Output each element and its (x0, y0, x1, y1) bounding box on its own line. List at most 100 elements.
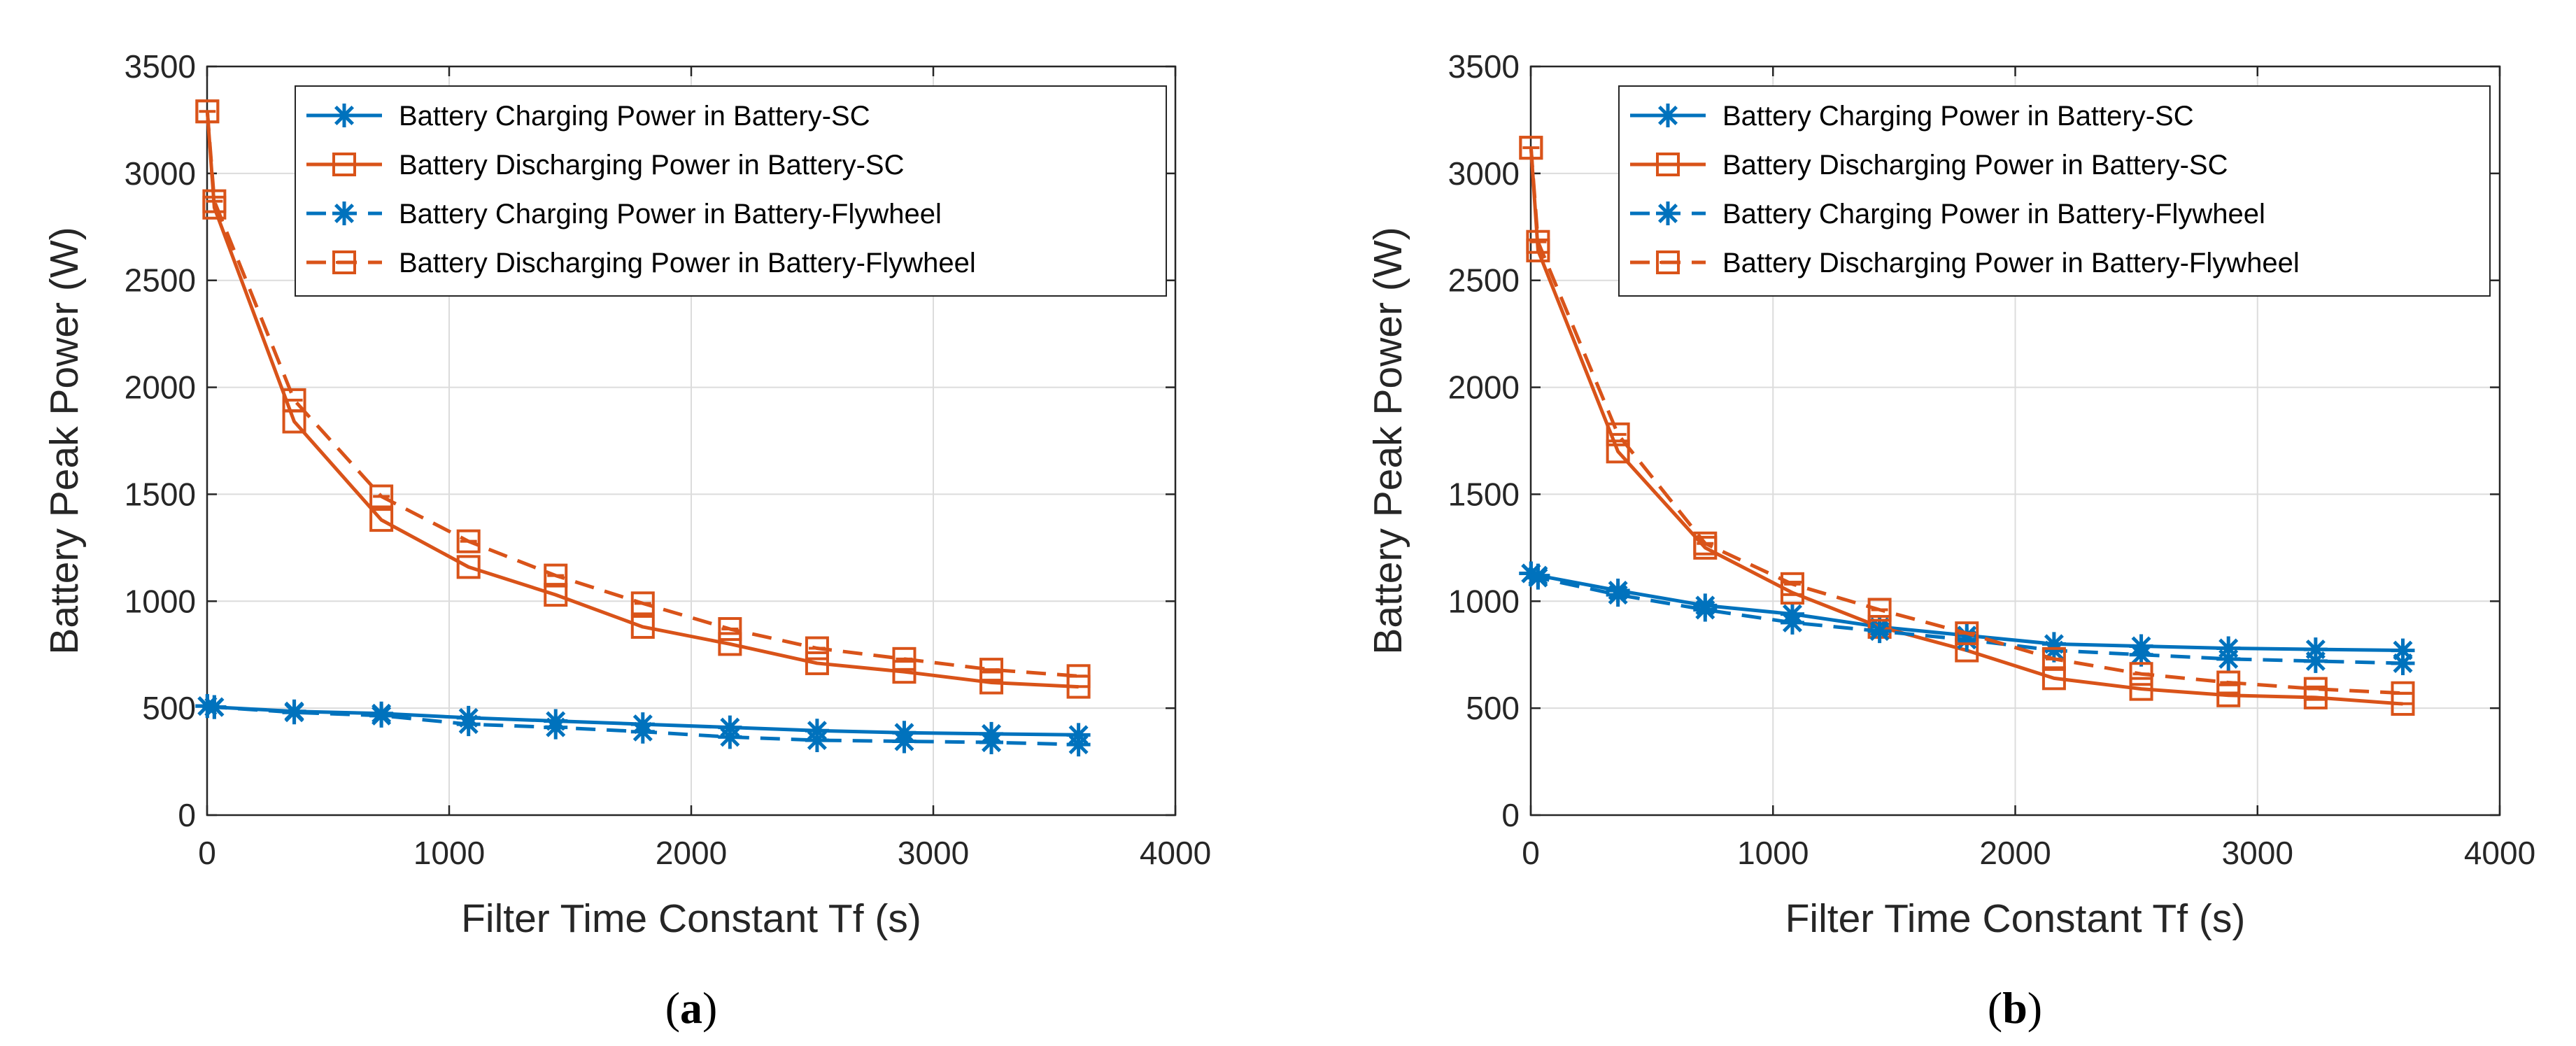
data-point (369, 703, 394, 728)
x-tick-label: 1000 (1737, 835, 1809, 871)
legend-marker (332, 202, 356, 225)
x-tick-label: 3000 (898, 835, 969, 871)
series-line (1529, 147, 2403, 695)
square-marker-box (1066, 664, 1091, 688)
y-tick-label: 1000 (125, 583, 196, 619)
legend-item: Battery Discharging Power in Battery-Fly… (1630, 248, 2300, 278)
square-marker-box (202, 189, 227, 213)
data-point (369, 484, 394, 509)
data-point (892, 729, 917, 754)
caption-paren-close: ) (2027, 983, 2042, 1033)
data-point (1066, 733, 1091, 757)
square-marker-box (332, 153, 356, 176)
data-point (2391, 651, 2415, 675)
x-tick-label: 1000 (413, 835, 485, 871)
x-tick-label: 0 (1522, 835, 1540, 871)
square-marker-box (718, 617, 742, 642)
square-marker-box (1526, 229, 1550, 254)
square-marker-box (892, 660, 917, 684)
data-point (630, 591, 655, 616)
data-point (282, 388, 306, 412)
legend-label: Battery Charging Power in Battery-SC (1722, 101, 2194, 132)
data-point (718, 725, 742, 749)
data-point (979, 730, 1004, 755)
caption-paren-close: ) (702, 983, 717, 1033)
y-tick-label: 0 (178, 797, 196, 833)
series-line (205, 111, 1079, 689)
data-point (718, 617, 742, 642)
data-point (1526, 565, 1550, 590)
square-marker-box (2129, 662, 2153, 686)
data-point (1780, 572, 1804, 596)
data-point (369, 508, 394, 532)
square-marker-box (2303, 677, 2328, 701)
data-point (2129, 677, 2153, 701)
square-marker-box (1519, 136, 1543, 160)
square-marker-box (2216, 670, 2241, 695)
square-marker-box (805, 651, 829, 675)
caption-paren-open: ( (665, 983, 680, 1033)
square-marker-box (456, 555, 481, 579)
legend-label: Battery Charging Power in Battery-Flywhe… (1722, 199, 2265, 229)
data-point (630, 614, 655, 639)
data-point (892, 646, 917, 671)
legend-item: Battery Discharging Power in Battery-Fly… (306, 248, 976, 278)
series-3 (195, 694, 1091, 757)
data-point (805, 636, 829, 660)
data-point (2303, 649, 2328, 673)
y-tick-label: 2500 (125, 262, 196, 299)
square-marker-box (195, 99, 220, 124)
legend-box (1618, 85, 2491, 297)
data-point (1066, 664, 1091, 688)
y-tick-label: 1000 (1448, 583, 1520, 619)
data-point (544, 583, 568, 607)
square-marker-box (1656, 153, 1680, 176)
data-point (2041, 666, 2066, 691)
caption-paren-open: ( (1988, 983, 2002, 1033)
data-point (456, 555, 481, 579)
data-point (2129, 662, 2153, 686)
square-marker-box (369, 484, 394, 509)
y-tick-label: 2000 (125, 369, 196, 406)
square-marker-box (282, 388, 306, 412)
chart-panel-b: 0 1000 2000 3000 4000 0 500 1000 1500 2000 2500 300… (1366, 48, 2535, 1033)
legend-marker (332, 153, 356, 176)
square-marker-box (1780, 572, 1804, 596)
data-point (2216, 670, 2241, 695)
data-point (456, 529, 481, 553)
square-marker-box (456, 529, 481, 553)
x-axis-label: Filter Time Constant Tf (s) (1785, 896, 2246, 941)
data-point (1867, 598, 1892, 622)
data-point (718, 632, 742, 656)
y-tick-label: 1500 (1448, 476, 1520, 512)
legend-marker (1656, 104, 1680, 127)
data-point (282, 700, 306, 725)
legend-item: Battery Charging Power in Battery-SC (1630, 101, 2194, 132)
square-marker-box (2391, 681, 2415, 705)
x-tick-label: 2000 (1979, 835, 2051, 871)
y-tick-label: 0 (1501, 797, 1520, 833)
series-4 (1519, 136, 2415, 705)
legend-item: Battery Discharging Power in Battery-SC (1630, 150, 2228, 181)
y-tick-label: 2500 (1448, 262, 1520, 299)
square-marker-box (544, 563, 568, 588)
chart-panel-a: 0 1000 2000 3000 4000 0 500 1000 1500 2000 2500 300… (42, 48, 1211, 1033)
data-point (1693, 531, 1718, 556)
data-point (2216, 646, 2241, 671)
legend-label: Battery Charging Power in Battery-SC (399, 101, 870, 132)
series-line (1530, 572, 2403, 665)
data-point (1519, 561, 1543, 586)
data-point (1606, 583, 1630, 607)
square-marker-box (892, 646, 917, 671)
y-tick-label: 500 (1466, 690, 1520, 726)
y-tick-label: 3000 (1448, 155, 1520, 192)
data-point (202, 695, 227, 719)
square-marker-box (630, 591, 655, 616)
square-marker-box (369, 508, 394, 532)
x-tick-label: 2000 (656, 835, 727, 871)
y-tick-label: 3500 (1448, 48, 1520, 85)
y-tick-label: 1500 (125, 476, 196, 512)
legend-marker (332, 104, 356, 127)
square-marker-box (630, 614, 655, 639)
square-marker-box (718, 632, 742, 656)
